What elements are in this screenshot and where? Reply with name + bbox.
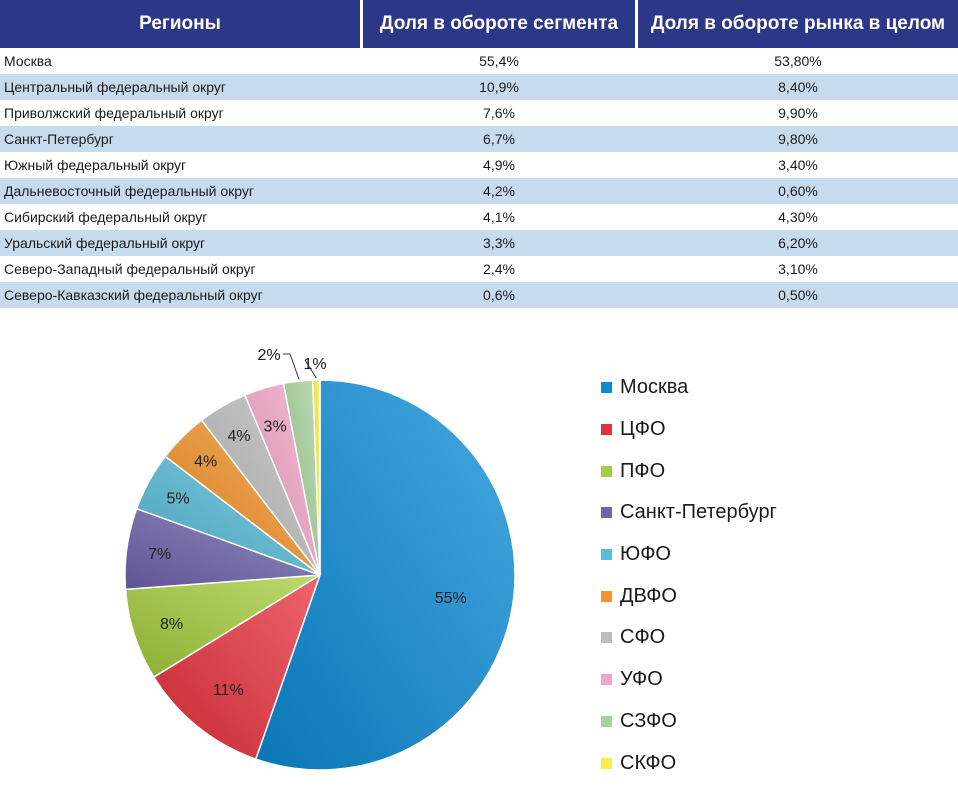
market-share-cell: 3,10% xyxy=(778,261,818,277)
market-share-cell: 6,20% xyxy=(778,235,818,251)
legend-label: ЦФО xyxy=(620,418,666,441)
legend-item: Москва xyxy=(601,367,777,409)
table-header: Регионы Доля в обороте сегмента Доля в о… xyxy=(0,0,958,48)
market-share-cell: 3,40% xyxy=(778,157,818,173)
table-row: Москва 55,4% 53,80% xyxy=(0,48,958,74)
slice-label: 11% xyxy=(213,682,244,699)
legend-item: ДВФО xyxy=(601,575,777,617)
market-share-cell: 53,80% xyxy=(774,53,822,69)
legend-label: Москва xyxy=(620,376,689,399)
legend-label: ДВФО xyxy=(620,584,677,607)
legend-item: СЗФО xyxy=(601,701,777,743)
pie-slice xyxy=(311,379,321,576)
legend-label: СФО xyxy=(620,626,666,649)
legend-label: Санкт-Петербург xyxy=(620,501,777,524)
slice-label: 3% xyxy=(264,419,287,436)
pie-chart: 55% 11% 8% 7% 5% 4% 4% 3% 2% 1% xyxy=(124,347,516,771)
chart-legend: Москва ЦФО ПФО Санкт-Петербург ЮФО ДВФО СФО УФО… xyxy=(601,367,777,784)
region-cell: Приволжский федеральный округ xyxy=(4,105,224,121)
legend-item: УФО xyxy=(601,659,777,701)
region-cell: Сибирский федеральный округ xyxy=(4,209,208,225)
legend-swatch xyxy=(601,632,612,644)
header-segment-share: Доля в обороте сегмента xyxy=(363,0,635,48)
segment-share-cell: 55,4% xyxy=(479,53,519,69)
segment-share-cell: 3,3% xyxy=(483,235,515,251)
legend-swatch xyxy=(601,382,612,394)
market-share-cell: 0,60% xyxy=(778,183,818,199)
market-share-cell: 8,40% xyxy=(778,79,818,95)
segment-share-cell: 4,2% xyxy=(483,183,515,199)
legend-label: СКФО xyxy=(620,751,677,774)
regions-table: Регионы Доля в обороте сегмента Доля в о… xyxy=(0,0,958,308)
legend-item: ПФО xyxy=(601,450,777,492)
legend-label: СЗФО xyxy=(620,709,677,732)
segment-share-cell: 7,6% xyxy=(483,105,515,121)
legend-swatch xyxy=(601,424,612,436)
legend-label: ПФО xyxy=(620,459,666,482)
segment-share-cell: 4,1% xyxy=(483,209,515,225)
table-row: Санкт-Петербург 6,7% 9,80% xyxy=(0,126,958,152)
legend-swatch xyxy=(601,757,612,769)
region-cell: Северо-Кавказский федеральный округ xyxy=(4,287,263,303)
legend-swatch xyxy=(601,715,612,727)
slice-label: 2% xyxy=(257,347,280,364)
slice-label: 5% xyxy=(166,490,189,507)
leader-line xyxy=(304,359,317,379)
table-row: Южный федеральный округ 4,9% 3,40% xyxy=(0,152,958,178)
legend-label: УФО xyxy=(620,668,663,691)
legend-label: ЮФО xyxy=(620,543,671,566)
legend-swatch xyxy=(601,590,612,602)
segment-share-cell: 6,7% xyxy=(483,131,515,147)
legend-swatch xyxy=(601,674,612,686)
slice-label: 7% xyxy=(148,546,171,563)
region-cell: Дальневосточный федеральный округ xyxy=(4,183,254,199)
legend-swatch xyxy=(601,465,612,477)
region-cell: Санкт-Петербург xyxy=(4,131,114,147)
market-share-cell: 9,90% xyxy=(778,105,818,121)
table-row: Уральский федеральный округ 3,3% 6,20% xyxy=(0,230,958,256)
pie-slice xyxy=(152,573,322,761)
table-row: Северо-Кавказский федеральный округ 0,6% 0… xyxy=(0,282,958,308)
leader-line xyxy=(283,353,300,380)
legend-swatch xyxy=(601,549,612,561)
segment-share-cell: 0,6% xyxy=(483,287,515,303)
slice-label: 4% xyxy=(194,453,217,470)
legend-swatch xyxy=(601,507,612,519)
segment-share-cell: 4,9% xyxy=(483,157,515,173)
legend-item: СФО xyxy=(601,617,777,659)
market-share-cell: 0,50% xyxy=(778,287,818,303)
header-market-share: Доля в обороте рынка в целом xyxy=(638,0,958,48)
market-share-cell: 4,30% xyxy=(778,209,818,225)
region-cell: Москва xyxy=(4,53,52,69)
table-body: Москва 55,4% 53,80% Центральный федеральный… xyxy=(0,48,958,308)
table-row: Центральный федеральный округ 10,9% 8,40% xyxy=(0,74,958,100)
region-cell: Центральный федеральный округ xyxy=(4,79,226,95)
slice-label: 8% xyxy=(160,616,183,633)
legend-item: ЦФО xyxy=(601,409,777,451)
table-row: Приволжский федеральный округ 7,6% 9,90% xyxy=(0,100,958,126)
table-row: Сибирский федеральный округ 4,1% 4,30% xyxy=(0,204,958,230)
region-cell: Северо-Западный федеральный округ xyxy=(4,261,256,277)
legend-item: ЮФО xyxy=(601,534,777,576)
region-cell: Уральский федеральный округ xyxy=(4,235,206,251)
region-cell: Южный федеральный округ xyxy=(4,157,187,173)
market-share-cell: 9,80% xyxy=(778,131,818,147)
table-row: Северо-Западный федеральный округ 2,4% 3,1… xyxy=(0,256,958,282)
slice-label: 4% xyxy=(227,428,250,445)
legend-item: СКФО xyxy=(601,742,777,784)
segment-share-cell: 2,4% xyxy=(483,261,515,277)
slice-label: 1% xyxy=(303,356,326,373)
table-row: Дальневосточный федеральный округ 4,2% 0,6… xyxy=(0,178,958,204)
legend-item: Санкт-Петербург xyxy=(601,492,777,534)
segment-share-cell: 10,9% xyxy=(479,79,519,95)
header-regions: Регионы xyxy=(0,0,360,48)
slice-label: 55% xyxy=(435,590,467,607)
